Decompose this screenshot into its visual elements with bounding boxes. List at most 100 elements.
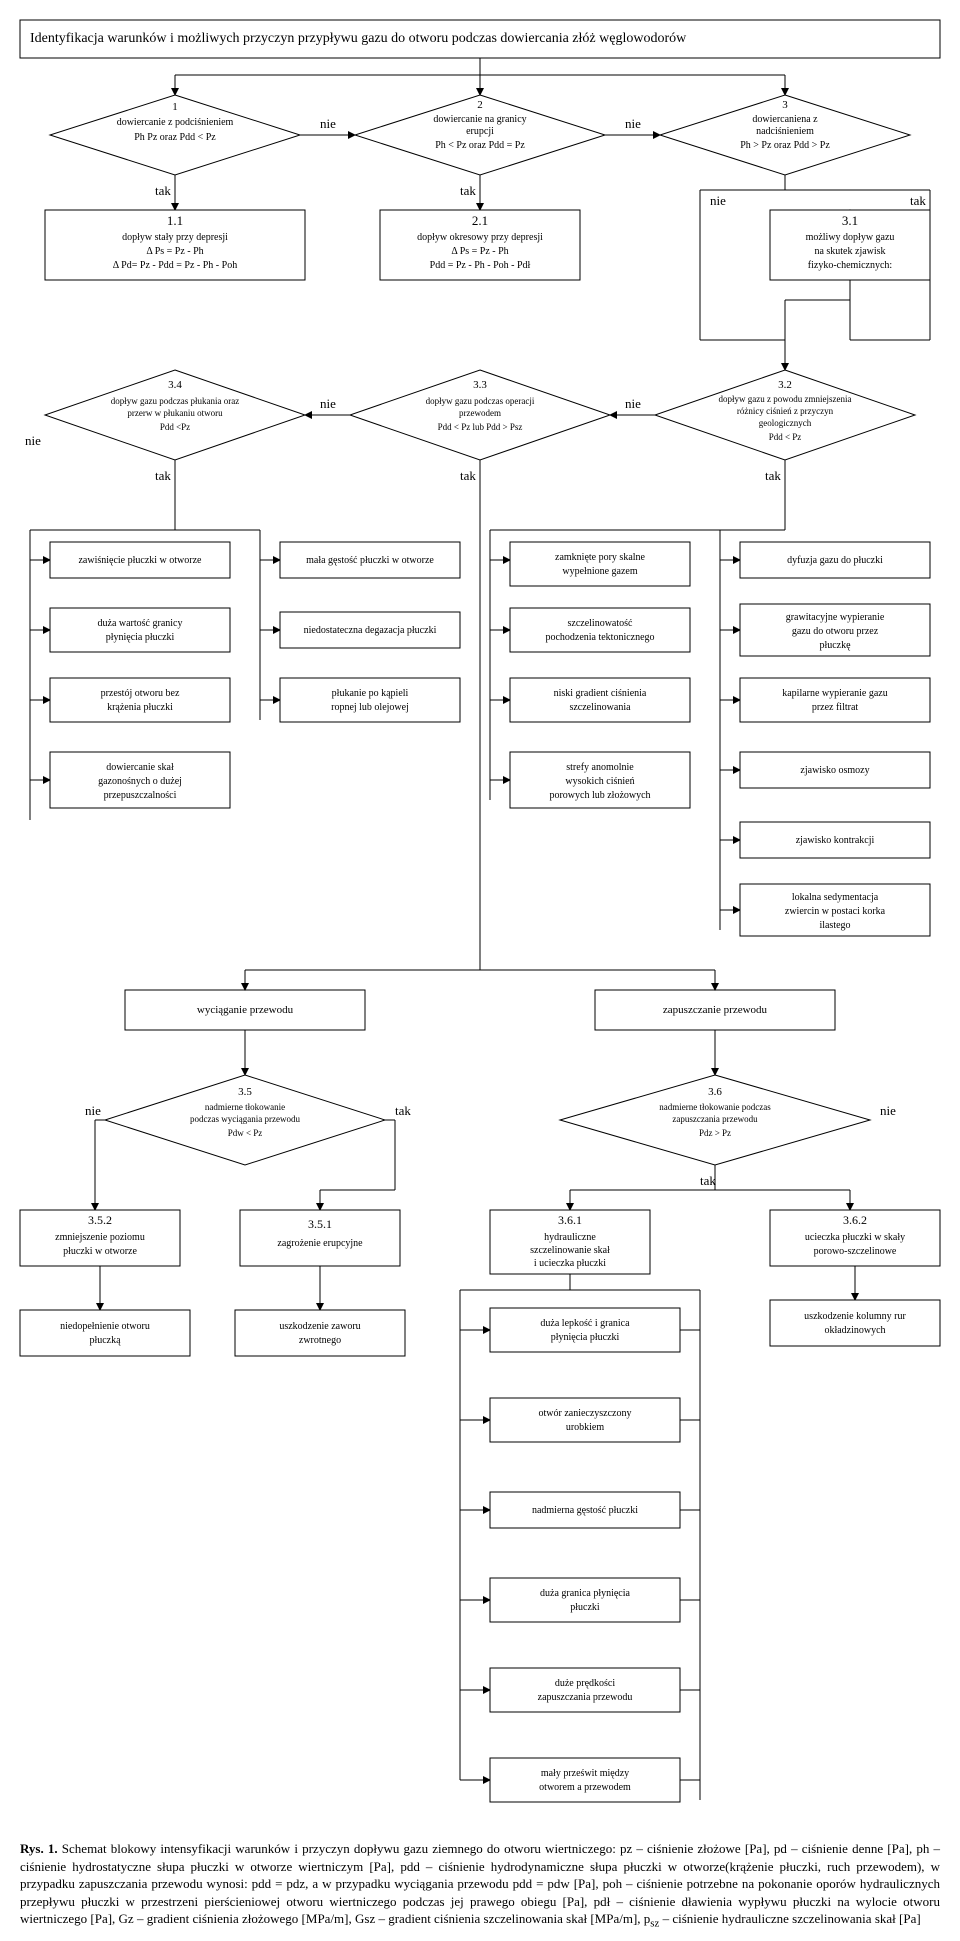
decision-3: 3 dowiercaniena z nadciśnieniem Ph > Pz … [660, 95, 910, 175]
box-op2: zapuszczanie przewodu [595, 990, 835, 1030]
svg-text:przewodem: przewodem [459, 408, 501, 418]
svg-text:dowiercanie na granicy: dowiercanie na granicy [433, 114, 526, 125]
svg-text:płuczki w otworze: płuczki w otworze [63, 1246, 137, 1257]
caption-tail: – ciśnienie hydrauliczne szczelinowania … [659, 1911, 920, 1926]
svg-text:geologicznych: geologicznych [759, 418, 812, 428]
process-2-1: 2.1 dopływ okresowy przy depresji Δ Ps =… [380, 210, 580, 280]
decision-3-2: 3.2 dopływ gazu z powodu zmniejszenia ró… [655, 370, 915, 460]
svg-text:zmniejszenie poziomu: zmniejszenie poziomu [55, 1232, 145, 1243]
svg-text:niedopełnienie otworu: niedopełnienie otworu [60, 1321, 150, 1332]
svg-text:zapuszczania przewodu: zapuszczania przewodu [672, 1114, 758, 1124]
svg-text:niski gradient ciśnienia: niski gradient ciśnienia [554, 688, 647, 699]
svg-text:różnicy ciśnień z przyczyn: różnicy ciśnień z przyczyn [737, 406, 834, 416]
svg-text:Pdd < Pz lub Pdd > Psz: Pdd < Pz lub Pdd > Psz [438, 422, 523, 432]
box-c2a: mała gęstość płuczki w otworze [280, 542, 460, 578]
svg-text:fizyko-chemicznych:: fizyko-chemicznych: [808, 260, 892, 271]
svg-text:przestój otworu bez: przestój otworu bez [101, 688, 180, 699]
box-b3: duża lepkość i granica płynięcia płuczki [490, 1308, 680, 1352]
box-c3d: strefy anomolnie wysokich ciśnień porowy… [510, 752, 690, 808]
svg-text:nadmierne tłokowanie podczas: nadmierne tłokowanie podczas [659, 1102, 771, 1112]
box-c1a: zawiśnięcie płuczki w otworze [50, 542, 230, 578]
svg-text:okładzinowych: okładzinowych [824, 1325, 885, 1336]
svg-text:dopływ gazu podczas płukania o: dopływ gazu podczas płukania oraz [111, 396, 239, 406]
box-c3c: niski gradient ciśnienia szczelinowania [510, 678, 690, 722]
svg-text:ropnej lub olejowej: ropnej lub olejowej [331, 702, 409, 713]
svg-text:2.1: 2.1 [472, 213, 488, 228]
svg-text:przerw w płukaniu otworu: przerw w płukaniu otworu [127, 408, 223, 418]
svg-text:3.4: 3.4 [168, 379, 182, 391]
svg-text:dowiercaniena z: dowiercaniena z [752, 114, 818, 125]
svg-text:zagrożenie erupcyjne: zagrożenie erupcyjne [277, 1238, 363, 1249]
figure-caption: Rys. 1. Schemat blokowy intensyfikacji w… [0, 1840, 960, 1941]
svg-text:zwrotnego: zwrotnego [299, 1335, 341, 1346]
svg-text:urobkiem: urobkiem [566, 1422, 605, 1433]
svg-text:zapuszczanie przewodu: zapuszczanie przewodu [663, 1004, 768, 1016]
svg-text:mała gęstość płuczki w otworze: mała gęstość płuczki w otworze [306, 555, 434, 566]
svg-text:podczas wyciągania przewodu: podczas wyciągania przewodu [190, 1114, 300, 1124]
svg-text:nie: nie [880, 1103, 896, 1118]
svg-text:płuczki: płuczki [570, 1602, 600, 1613]
svg-text:duże prędkości: duże prędkości [555, 1678, 615, 1689]
svg-text:i ucieczka płuczki: i ucieczka płuczki [534, 1258, 606, 1269]
svg-text:gazu do otworu przez: gazu do otworu przez [792, 626, 879, 637]
svg-text:Δ Ps = Pz - Ph: Δ Ps = Pz - Ph [146, 246, 203, 257]
svg-text:dopływ okresowy przy depresji: dopływ okresowy przy depresji [417, 232, 543, 243]
svg-text:porowo-szczelinowe: porowo-szczelinowe [814, 1246, 897, 1257]
svg-text:zapuszczania przewodu: zapuszczania przewodu [538, 1692, 633, 1703]
svg-text:szczelinowatość: szczelinowatość [568, 618, 634, 629]
svg-text:tak: tak [700, 1173, 716, 1188]
svg-text:gazonośnych o dużej: gazonośnych o dużej [98, 776, 182, 787]
svg-text:na skutek zjawisk: na skutek zjawisk [814, 246, 885, 257]
decision-2: 2 dowiercanie na granicy erupcji Ph < Pz… [355, 95, 605, 175]
box-op1: wyciąganie przewodu [125, 990, 365, 1030]
caption-sub: sz [650, 1918, 659, 1930]
svg-text:tak: tak [395, 1103, 411, 1118]
svg-text:ucieczka płuczki w skały: ucieczka płuczki w skały [805, 1232, 905, 1243]
svg-text:3.6.2: 3.6.2 [843, 1213, 867, 1227]
svg-text:płynięcia płuczki: płynięcia płuczki [106, 632, 175, 643]
svg-text:nie: nie [625, 396, 641, 411]
svg-text:nie: nie [320, 396, 336, 411]
svg-text:zwiercin w postaci korka: zwiercin w postaci korka [785, 906, 886, 917]
svg-text:Pdd < Pz: Pdd < Pz [769, 432, 802, 442]
svg-text:zamknięte pory skalne: zamknięte pory skalne [555, 552, 646, 563]
svg-text:Δ Ps = Pz - Ph: Δ Ps = Pz - Ph [451, 246, 508, 257]
svg-text:3.5.1: 3.5.1 [308, 1217, 332, 1231]
svg-text:1: 1 [172, 101, 178, 113]
svg-text:dopływ gazu podczas operacji: dopływ gazu podczas operacji [426, 396, 535, 406]
svg-text:grawitacyjne wypieranie: grawitacyjne wypieranie [786, 612, 885, 623]
svg-text:tak: tak [155, 468, 171, 483]
svg-text:wyciąganie przewodu: wyciąganie przewodu [197, 1004, 294, 1016]
svg-text:mały prześwit między: mały prześwit między [541, 1768, 629, 1779]
svg-text:3.3: 3.3 [473, 379, 487, 391]
decision-3-5: 3.5 nadmierne tłokowanie podczas wyciąga… [105, 1075, 385, 1165]
svg-text:kapilarne wypieranie gazu: kapilarne wypieranie gazu [782, 688, 888, 699]
box-c1b: duża wartość granicy płynięcia płuczki [50, 608, 230, 652]
svg-text:nie: nie [85, 1103, 101, 1118]
svg-text:uszkodzenie kolumny rur: uszkodzenie kolumny rur [804, 1311, 906, 1322]
svg-text:hydrauliczne: hydrauliczne [544, 1232, 596, 1243]
process-3-5-2: 3.5.2 zmniejszenie poziomu płuczki w otw… [20, 1210, 180, 1266]
svg-text:3.6: 3.6 [708, 1086, 722, 1098]
box-b6: nadmierna gęstość płuczki [490, 1492, 680, 1528]
svg-text:wysokich ciśnień: wysokich ciśnień [565, 776, 634, 787]
label-nie: nie [320, 116, 336, 131]
decision-1: 1 dowiercanie z podciśnieniem Ph Pz oraz… [50, 95, 300, 175]
decision-3-3: 3.3 dopływ gazu podczas operacji przewod… [350, 370, 610, 460]
process-3-5-1: 3.5.1 zagrożenie erupcyjne [240, 1210, 400, 1266]
svg-text:dowiercanie skał: dowiercanie skał [106, 762, 174, 773]
svg-text:nie: nie [625, 116, 641, 131]
svg-text:Ph Pz oraz Pdd < Pz: Ph Pz oraz Pdd < Pz [134, 132, 216, 143]
box-c4a: dyfuzja gazu do płuczki [740, 542, 930, 578]
title-text: Identyfikacja warunków i możliwych przyc… [30, 31, 687, 46]
box-b9: mały prześwit między otworem a przewodem [490, 1758, 680, 1802]
box-b8: duże prędkości zapuszczania przewodu [490, 1668, 680, 1712]
svg-text:2: 2 [477, 99, 483, 111]
svg-text:porowych lub złożowych: porowych lub złożowych [549, 790, 650, 801]
box-b4: uszkodzenie kolumny rur okładzinowych [770, 1300, 940, 1346]
svg-text:1.1: 1.1 [167, 213, 183, 228]
svg-text:Pdz > Pz: Pdz > Pz [699, 1128, 731, 1138]
svg-text:ilastego: ilastego [819, 920, 850, 931]
svg-text:tak: tak [765, 468, 781, 483]
svg-text:dopływ gazu z powodu zmniejsze: dopływ gazu z powodu zmniejszenia [719, 394, 852, 404]
